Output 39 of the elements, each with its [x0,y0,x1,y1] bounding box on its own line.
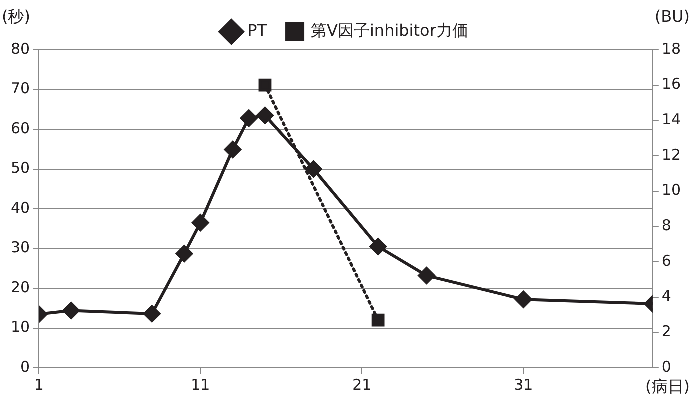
point [62,302,80,320]
legend-label: PT [248,21,268,40]
point [176,245,193,262]
y2-tick-label: 0 [662,358,672,376]
y-tick-label: 10 [10,318,30,336]
y2-tick-label: 2 [662,322,672,341]
y-tick-label: 50 [10,159,30,178]
y-tick-label: 70 [10,80,30,98]
point [370,238,387,256]
point [240,110,258,127]
point [515,291,532,308]
y2-tick-label: 4 [662,287,672,306]
point [418,267,436,284]
x-tick-label: 11 [191,376,210,394]
point [144,305,161,322]
y2-tick-label: 14 [662,110,682,129]
point [256,107,274,124]
point [224,141,242,158]
y-tick-label: 80 [10,40,30,58]
y2-tick-label: 8 [662,216,672,235]
y-tick-label: 0 [20,358,30,376]
y-axis-title: (秒) [2,7,30,26]
y2-tick-label: 6 [662,252,672,270]
x-axis-title: (病日) [646,377,690,396]
x-tick-label: 21 [352,376,372,394]
y2-tick-label: 10 [662,181,682,200]
y-tick-label: 60 [10,119,30,138]
y2-axis-title: (BU) [654,7,690,26]
x-tick-label: 1 [34,376,44,394]
point [192,214,210,232]
y2-tick-label: 18 [662,40,682,58]
y-tick-label: 20 [10,278,30,296]
x-tick-label: 31 [514,376,534,394]
y-tick-label: 30 [10,238,30,257]
y-tick-label: 40 [10,198,30,217]
legend-label: 第V因子inhibitor力価 [311,21,468,40]
point [305,160,322,178]
y2-tick-label: 16 [662,75,682,94]
y2-tick-label: 12 [662,146,682,164]
